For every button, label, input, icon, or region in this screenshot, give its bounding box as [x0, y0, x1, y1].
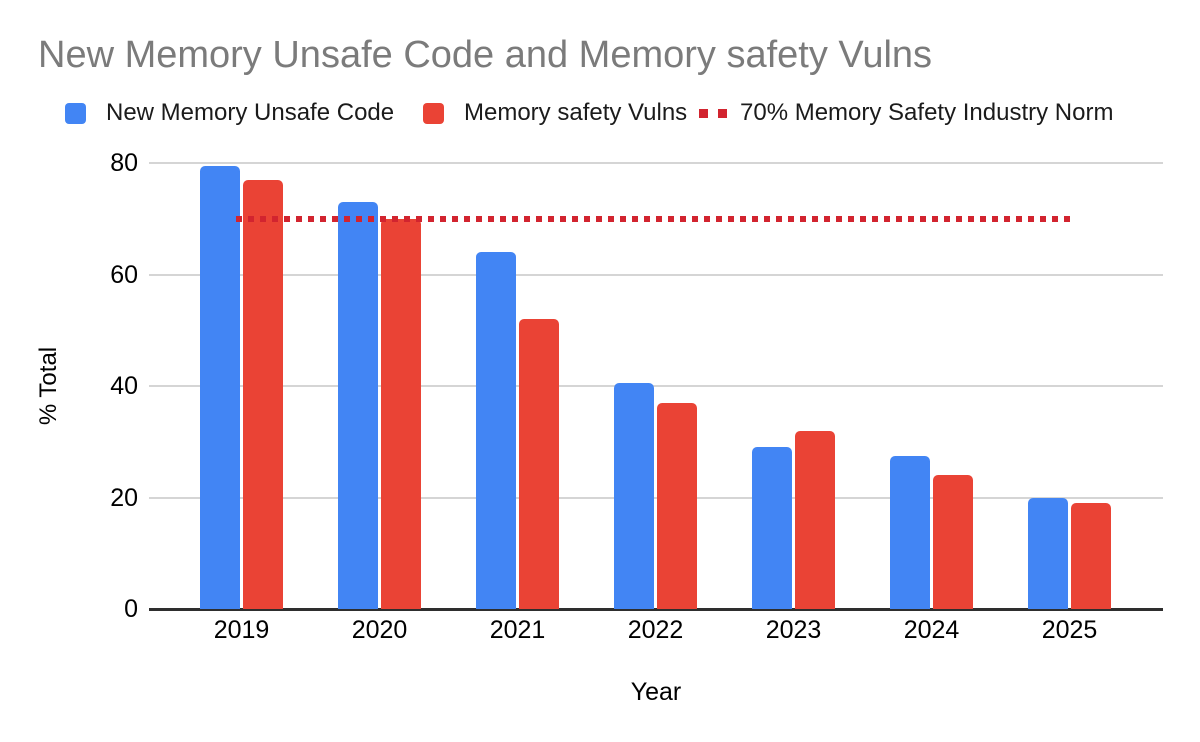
y-tick-label-80: 80	[110, 149, 138, 177]
legend-item-new-memory-unsafe-code[interactable]: New Memory Unsafe Code	[65, 99, 394, 127]
dotted-line-icon	[699, 108, 727, 118]
legend-item-industry-norm[interactable]: 70% Memory Safety Industry Norm	[699, 99, 1113, 127]
bar-vulns-2024[interactable]	[933, 475, 973, 609]
legend-swatch-red-icon	[423, 102, 444, 124]
gridline-60	[149, 273, 1163, 276]
legend-label: 70% Memory Safety Industry Norm	[740, 99, 1114, 126]
x-tick-label-2019: 2019	[213, 616, 270, 644]
y-tick-label-40: 40	[110, 372, 138, 400]
bar-unsafe-code-2024[interactable]	[890, 455, 930, 609]
x-tick-label-2023: 2023	[765, 616, 822, 644]
bar-unsafe-code-2019[interactable]	[200, 165, 240, 609]
bar-unsafe-code-2025[interactable]	[1028, 497, 1068, 609]
x-tick-label-2022: 2022	[627, 616, 684, 644]
x-tick-label-2025: 2025	[1041, 616, 1098, 644]
bar-vulns-2021[interactable]	[519, 319, 559, 609]
y-tick-label-0: 0	[124, 595, 138, 623]
gridline-40	[149, 385, 1163, 387]
y-tick-label-60: 60	[110, 260, 138, 289]
y-tick-label-20: 20	[110, 483, 138, 512]
plot-area	[149, 162, 1163, 611]
x-tick-label-2024: 2024	[903, 616, 960, 644]
x-axis-line	[149, 608, 1163, 611]
legend-swatch-blue-icon	[65, 102, 86, 124]
bar-unsafe-code-2020[interactable]	[338, 202, 378, 609]
bar-unsafe-code-2021[interactable]	[476, 252, 516, 609]
chart-title: New Memory Unsafe Code and Memory safety…	[38, 34, 933, 76]
threshold-line-70-percent[interactable]	[235, 215, 1070, 222]
gridline-20	[149, 496, 1163, 499]
x-tick-label-2020: 2020	[351, 616, 408, 644]
x-axis-title: Year	[630, 678, 682, 706]
bar-vulns-2020[interactable]	[381, 218, 421, 609]
bar-vulns-2023[interactable]	[795, 430, 835, 609]
legend-item-memory-safety-vulns[interactable]: Memory safety Vulns	[423, 99, 687, 127]
legend-label: New Memory Unsafe Code	[106, 99, 395, 126]
legend-label: Memory safety Vulns	[464, 99, 688, 126]
bar-vulns-2025[interactable]	[1071, 503, 1111, 609]
bar-vulns-2022[interactable]	[657, 402, 697, 609]
legend: New Memory Unsafe Code Memory safety Vul…	[0, 99, 1200, 129]
x-tick-label-2021: 2021	[489, 616, 546, 644]
bar-unsafe-code-2022[interactable]	[614, 383, 654, 609]
bar-vulns-2019[interactable]	[243, 179, 283, 609]
bar-unsafe-code-2023[interactable]	[752, 447, 792, 609]
gridline-80	[149, 162, 1163, 164]
